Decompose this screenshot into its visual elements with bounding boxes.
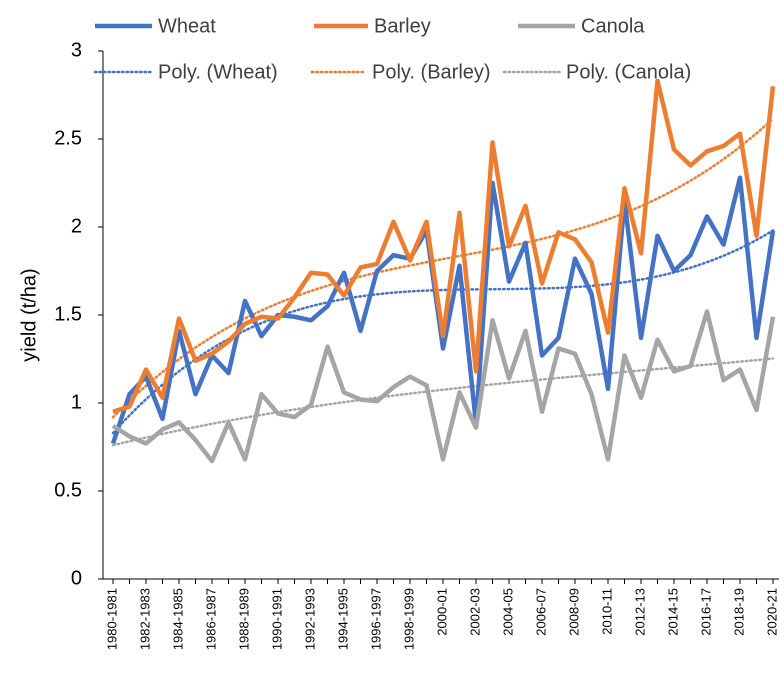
x-tick-label: 2008-09 [566,588,581,636]
y-axis-label: yield (t/ha) [18,268,40,361]
x-tick-label: 1984-1985 [170,588,185,650]
x-tick-label: 2018-19 [731,588,746,636]
series-line [110,175,776,445]
x-tick-label: 2014-15 [665,588,680,636]
x-tick-label: 2020-21 [764,588,779,636]
legend-label: Wheat [158,15,216,37]
x-tick-label: 2000-01 [434,588,449,636]
legend-label: Barley [374,15,431,37]
x-tick-label: 1998-1999 [401,588,416,650]
legend-label: Poly. (Wheat) [158,61,278,83]
y-tick-label: 1.5 [54,303,82,325]
x-tick-label: 1980-1981 [104,588,119,650]
y-tick-label: 2.5 [54,127,82,149]
legend-label: Poly. (Canola) [566,61,691,83]
trend-line [111,229,775,435]
x-tick-label: 2012-13 [632,588,647,636]
series-line [111,309,776,464]
series-line [112,78,776,414]
y-tick-label: 1 [71,391,82,413]
trend-line [111,117,775,419]
x-tick-label: 2006-07 [533,588,548,636]
legend-label: Poly. (Barley) [372,61,491,83]
trend-line [111,357,775,447]
x-tick-label: 1990-1991 [269,588,284,650]
y-tick-label: 0 [71,567,82,589]
legend-label: Canola [581,15,645,37]
x-tick-label: 1992-1993 [302,588,317,650]
y-tick-label: 0.5 [54,479,82,501]
x-tick-label: 2010-11 [599,588,614,635]
y-tick-label: 2 [71,215,82,237]
x-tick-label: 2004-05 [500,588,515,636]
x-tick-label: 2016-17 [698,588,713,636]
x-tick-label: 1982-1983 [137,588,152,650]
x-tick-label: 2002-03 [467,588,482,636]
x-tick-label: 1996-1997 [368,588,383,650]
x-tick-label: 1994-1995 [335,588,350,650]
x-tick-label: 1988-1989 [236,588,251,650]
y-tick-label: 3 [71,39,82,61]
x-tick-label: 1986-1987 [203,588,218,650]
